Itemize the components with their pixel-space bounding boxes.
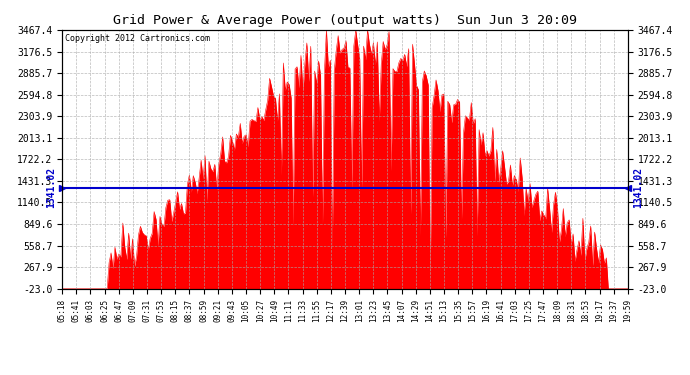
Text: 1341.02: 1341.02 [46, 167, 57, 208]
Text: 1341.02: 1341.02 [633, 167, 644, 208]
Text: Copyright 2012 Cartronics.com: Copyright 2012 Cartronics.com [65, 34, 210, 43]
Title: Grid Power & Average Power (output watts)  Sun Jun 3 20:09: Grid Power & Average Power (output watts… [113, 15, 577, 27]
